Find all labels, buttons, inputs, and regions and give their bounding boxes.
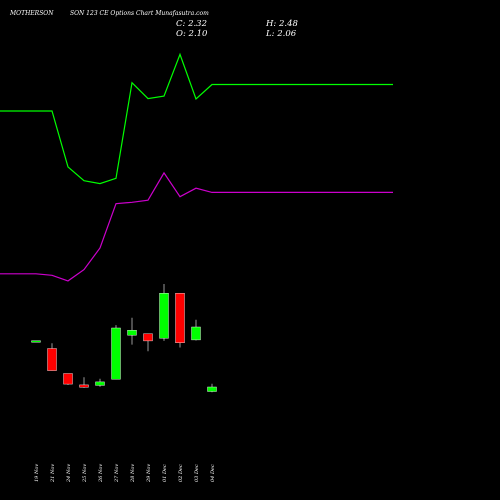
candle-body — [47, 348, 57, 371]
candle-body — [63, 373, 73, 385]
candles — [31, 284, 217, 393]
x-tick-label: 19 Nov — [34, 464, 40, 482]
close-value: C: 2.32 — [176, 19, 207, 29]
x-tick-label: 26 Nov — [98, 464, 104, 483]
chart-title: SON 123 CE Options Chart Munafasutra.com — [70, 10, 209, 17]
x-tick-label: 25 Nov — [82, 464, 88, 483]
x-tick-label: 03 Dec — [194, 464, 200, 482]
indicator-lines — [0, 52, 393, 282]
candle-5 — [95, 378, 105, 387]
candle-body — [159, 293, 169, 339]
x-tick-label: 28 Nov — [130, 464, 136, 483]
candle-body — [143, 333, 153, 342]
candle-body — [79, 384, 89, 388]
candle-9 — [159, 284, 169, 341]
x-tick-label: 01 Dec — [162, 464, 168, 482]
candle-body — [175, 293, 185, 344]
x-tick-label: 27 Nov — [114, 464, 120, 483]
indicator-line-1 — [0, 52, 393, 185]
candle-4 — [79, 377, 89, 388]
candle-2 — [47, 343, 57, 371]
candle-body — [191, 326, 201, 341]
x-tick-label: 02 Dec — [178, 464, 184, 482]
candle-1 — [31, 340, 41, 343]
candle-12 — [207, 383, 217, 393]
low-value: L: 2.06 — [265, 29, 297, 39]
candle-7 — [127, 317, 137, 345]
x-tick-label: 21 Nov — [50, 464, 56, 483]
candle-body — [127, 330, 137, 336]
candle-3 — [63, 373, 73, 385]
x-tick-label: 24 Nov — [66, 464, 72, 483]
open-value: O: 2.10 — [176, 29, 208, 39]
x-axis-ticks: 19 Nov 21 Nov 24 Nov 25 Nov 26 Nov 27 Nov 28 N… — [34, 464, 216, 483]
candle-6 — [111, 325, 121, 380]
x-tick-label: 29 Nov — [146, 464, 152, 483]
candle-11 — [191, 319, 201, 341]
candle-body — [31, 340, 41, 343]
candle-body — [111, 327, 121, 380]
candle-10 — [175, 293, 185, 348]
candle-body — [207, 386, 217, 392]
x-tick-label: 04 Dec — [210, 464, 216, 482]
candle-body — [95, 381, 105, 386]
candle-8 — [143, 333, 153, 352]
indicator-line-2 — [0, 171, 393, 282]
chart-symbol: MOTHERSON — [9, 10, 54, 17]
high-value: H: 2.48 — [265, 19, 298, 29]
